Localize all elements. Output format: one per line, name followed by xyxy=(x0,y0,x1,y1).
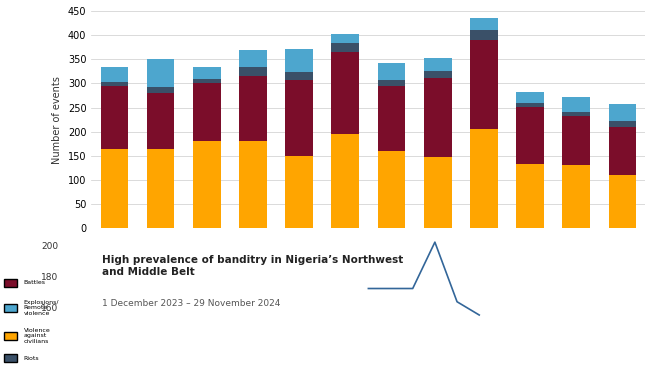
Text: 200: 200 xyxy=(41,242,58,251)
Bar xyxy=(331,52,359,134)
Text: 160: 160 xyxy=(41,304,58,314)
Text: POLITICAL
VIOLENCE
EVENTS: POLITICAL VIOLENCE EVENTS xyxy=(16,54,68,83)
Bar xyxy=(562,116,590,166)
Bar xyxy=(193,79,220,84)
Bar xyxy=(424,157,451,228)
Bar xyxy=(608,127,636,175)
Bar xyxy=(331,43,359,52)
Bar xyxy=(193,84,220,141)
Bar xyxy=(470,129,497,228)
Bar xyxy=(562,98,590,112)
FancyBboxPatch shape xyxy=(5,354,17,362)
Bar xyxy=(516,103,544,107)
Bar xyxy=(424,58,451,71)
Bar xyxy=(100,86,128,149)
Bar xyxy=(516,107,544,164)
FancyBboxPatch shape xyxy=(5,332,17,340)
Bar xyxy=(286,72,313,79)
Text: 180: 180 xyxy=(41,273,58,282)
Text: 1 December 2023 – 29 November 2024: 1 December 2023 – 29 November 2024 xyxy=(102,299,281,308)
Bar xyxy=(100,149,128,228)
Bar xyxy=(562,112,590,116)
Bar xyxy=(286,156,313,228)
FancyBboxPatch shape xyxy=(5,304,17,312)
Text: High prevalence of banditry in Nigeria’s Northwest
and Middle Belt: High prevalence of banditry in Nigeria’s… xyxy=(102,255,404,277)
Bar xyxy=(562,166,590,228)
Bar xyxy=(608,121,636,127)
Bar xyxy=(378,151,406,228)
Bar xyxy=(516,164,544,228)
Bar xyxy=(470,40,497,129)
Text: Violence
against
civilians: Violence against civilians xyxy=(23,328,50,344)
Bar xyxy=(470,18,497,30)
Bar xyxy=(100,82,128,86)
Bar xyxy=(331,34,359,43)
Bar xyxy=(331,134,359,228)
Bar xyxy=(608,104,636,121)
Text: Riots: Riots xyxy=(23,356,39,361)
Bar xyxy=(470,30,497,40)
FancyBboxPatch shape xyxy=(5,279,17,287)
Text: Explosions/
Remote
violence: Explosions/ Remote violence xyxy=(23,300,59,316)
Bar xyxy=(193,141,220,228)
Bar xyxy=(239,141,267,228)
Bar xyxy=(378,63,406,80)
Bar xyxy=(239,67,267,76)
Bar xyxy=(147,87,175,93)
Text: Battles: Battles xyxy=(23,280,46,285)
Bar xyxy=(378,80,406,86)
Bar xyxy=(286,79,313,156)
Bar xyxy=(239,50,267,67)
Bar xyxy=(147,149,175,228)
Bar xyxy=(286,49,313,72)
Bar xyxy=(147,59,175,87)
Bar xyxy=(147,93,175,149)
Bar xyxy=(424,78,451,157)
Bar xyxy=(239,76,267,141)
Bar xyxy=(378,86,406,151)
Bar xyxy=(100,67,128,82)
Bar xyxy=(516,92,544,103)
Text: IN FOCUS:
VIOLENT
TRENDS: IN FOCUS: VIOLENT TRENDS xyxy=(18,248,67,278)
Bar xyxy=(424,71,451,78)
Bar xyxy=(193,67,220,79)
Y-axis label: Number of events: Number of events xyxy=(52,76,62,163)
Bar xyxy=(608,175,636,228)
